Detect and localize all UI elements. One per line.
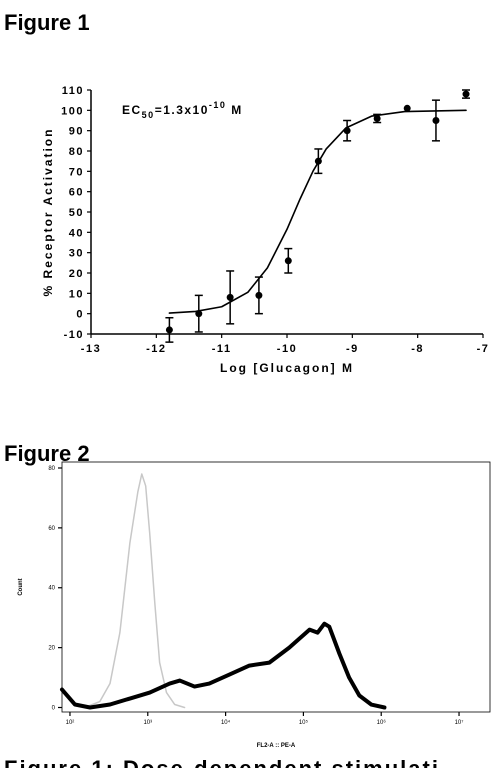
- annotation-part: M: [226, 103, 242, 117]
- y-tick-label: 70: [69, 166, 84, 178]
- caption: Figure 1: Dose-dependent stimulati: [4, 756, 440, 768]
- point: [432, 117, 440, 124]
- x-tick-label: 10⁵: [299, 719, 309, 726]
- x-tick-label: 10³: [143, 720, 152, 726]
- fit-curve: [168, 109, 467, 314]
- x-tick-label: -9: [346, 343, 359, 355]
- annotation-part: 50: [142, 110, 155, 120]
- x-tick-label: -11: [212, 343, 232, 355]
- point: [226, 293, 234, 301]
- point: [195, 310, 203, 318]
- point: [343, 127, 351, 135]
- y-tick-label: 60: [69, 187, 84, 199]
- y-tick-label: 30: [69, 248, 84, 260]
- y-tick-label: 40: [48, 586, 55, 592]
- annotation: EC50=1.3x10-10 M: [122, 100, 243, 120]
- histogram-line: [84, 473, 186, 709]
- y-tick-label: 110: [62, 85, 84, 97]
- annotation-part: =1.3x10: [155, 103, 209, 117]
- point: [314, 157, 322, 165]
- x-tick-label: 10²: [66, 720, 75, 726]
- y-tick-label: 60: [48, 526, 55, 532]
- histogram-line: [60, 621, 387, 710]
- axis-frame: [61, 461, 491, 713]
- y-axis-label: % Receptor Activation: [41, 128, 55, 297]
- y-tick-label: 40: [69, 227, 84, 239]
- y-axis-label: Count: [18, 578, 24, 595]
- annotation-part: EC: [122, 103, 142, 117]
- point: [373, 114, 381, 122]
- x-tick-label: -10: [277, 343, 297, 355]
- annotation-part: -10: [209, 100, 227, 110]
- point: [284, 257, 292, 265]
- y-tick-label: 80: [48, 466, 55, 472]
- point: [255, 291, 263, 299]
- x-tick-label: -7: [477, 343, 490, 355]
- y-tick-label: 0: [52, 706, 56, 712]
- y-tick-label: 20: [48, 646, 55, 652]
- x-tick-label: 10⁴: [221, 719, 231, 726]
- y-tick-label: 50: [69, 207, 84, 219]
- point: [403, 104, 411, 112]
- point: [165, 326, 173, 334]
- x-axis-label: Log [Glucagon] M: [220, 361, 354, 375]
- y-tick-label: 0: [76, 309, 84, 321]
- y-tick-label: 10: [69, 288, 84, 300]
- x-tick-label: -13: [81, 343, 101, 355]
- point: [462, 90, 470, 98]
- y-tick-label: -10: [64, 329, 84, 341]
- x-axis-label: FL2-A :: PE-A: [257, 743, 296, 749]
- heading: Figure 1: [4, 10, 90, 35]
- x-tick-label: 10⁷: [455, 719, 464, 726]
- x-tick-label: 10⁶: [377, 719, 387, 726]
- y-tick-label: 20: [69, 268, 84, 280]
- y-tick-label: 90: [69, 126, 84, 138]
- x-tick-label: -12: [146, 343, 166, 355]
- y-tick-label: 80: [69, 146, 84, 158]
- y-tick-label: 100: [61, 105, 84, 117]
- x-tick-label: -8: [411, 343, 424, 355]
